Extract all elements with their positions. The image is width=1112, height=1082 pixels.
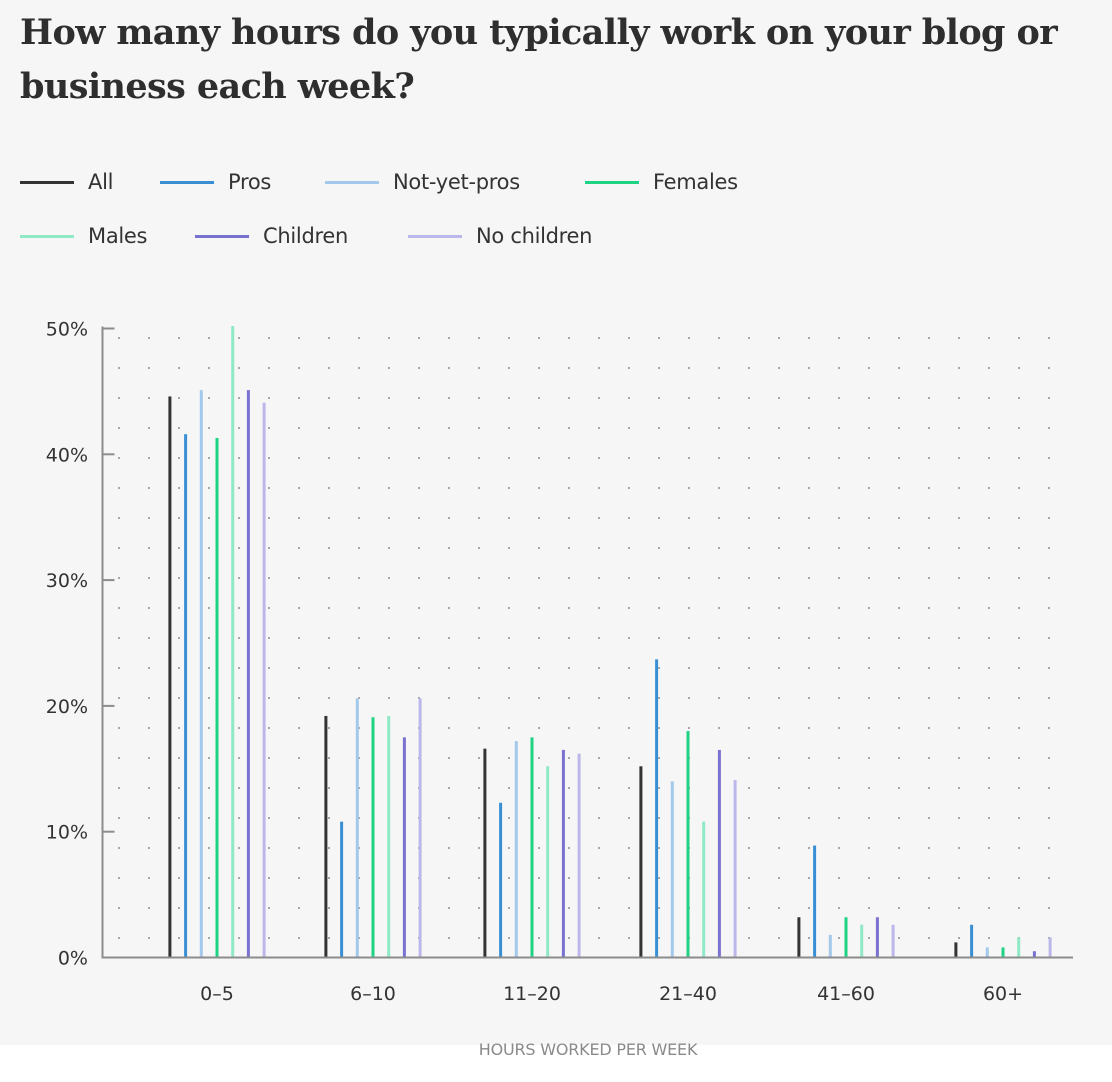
bar-series — [168, 325, 1052, 958]
legend-item-pros[interactable]: Pros — [160, 166, 271, 198]
x-axis: 0–5 6–10 11–20 21–40 41–60 60+ — [101, 956, 1073, 1005]
y-tick-label: 10% — [46, 822, 88, 844]
bar[interactable] — [813, 845, 817, 958]
legend-swatch-icon — [325, 180, 379, 184]
x-tick-label: 6–10 — [350, 983, 396, 1005]
dotted-grid — [118, 337, 1050, 939]
y-tick-label: 40% — [46, 444, 88, 466]
bar[interactable] — [340, 821, 344, 958]
bar[interactable] — [1048, 937, 1052, 958]
legend-label: All — [88, 170, 114, 194]
legend-label: Not-yet-pros — [393, 170, 520, 194]
bar[interactable] — [891, 924, 895, 958]
bar[interactable] — [860, 924, 864, 958]
bar[interactable] — [875, 917, 879, 958]
bar[interactable] — [561, 749, 565, 958]
bar[interactable] — [499, 802, 503, 958]
legend-swatch-icon — [20, 234, 74, 238]
y-tick-label: 50% — [46, 319, 88, 341]
y-tick-label: 0% — [58, 948, 88, 970]
bar[interactable] — [717, 749, 721, 958]
bar[interactable] — [655, 659, 659, 958]
bar[interactable] — [184, 434, 188, 958]
bar[interactable] — [514, 741, 518, 958]
bar[interactable] — [402, 737, 406, 958]
bar[interactable] — [670, 781, 674, 958]
bar[interactable] — [970, 924, 974, 958]
legend-item-males[interactable]: Males — [20, 220, 147, 252]
x-tick-label: 21–40 — [659, 983, 717, 1005]
legend-swatch-icon — [195, 234, 249, 238]
legend-swatch-icon — [408, 234, 462, 238]
bar[interactable] — [371, 717, 375, 958]
x-axis-title: HOURS WORKED PER WEEK — [478, 1040, 698, 1059]
bar[interactable] — [168, 396, 172, 958]
x-tick-label: 60+ — [983, 983, 1023, 1005]
legend-swatch-icon — [20, 180, 74, 184]
legend-item-females[interactable]: Females — [585, 166, 738, 198]
bar[interactable] — [262, 402, 266, 958]
x-tick-label: 41–60 — [817, 983, 875, 1005]
y-tick-label: 30% — [46, 570, 88, 592]
legend-label: Pros — [228, 170, 272, 194]
bar[interactable] — [546, 766, 550, 958]
legend-swatch-icon — [160, 180, 214, 184]
bar[interactable] — [231, 325, 235, 958]
x-tick-label: 0–5 — [200, 983, 234, 1005]
legend-item-all[interactable]: All — [20, 166, 113, 198]
bar[interactable] — [985, 947, 989, 958]
legend-label: Children — [263, 224, 348, 248]
bar[interactable] — [639, 766, 643, 958]
bar[interactable] — [324, 715, 328, 958]
bar[interactable] — [418, 698, 422, 958]
bar[interactable] — [199, 390, 203, 958]
x-tick-label: 11–20 — [503, 983, 561, 1005]
bar[interactable] — [355, 698, 359, 958]
legend-label: No children — [476, 224, 593, 248]
bar[interactable] — [246, 390, 250, 958]
bar[interactable] — [1001, 947, 1005, 958]
legend-label: Males — [88, 224, 148, 248]
bar[interactable] — [577, 753, 581, 958]
legend-item-not-yet-pros[interactable]: Not-yet-pros — [325, 166, 520, 198]
bar[interactable] — [483, 748, 487, 958]
legend-label: Females — [653, 170, 738, 194]
bar[interactable] — [733, 780, 737, 958]
chart-title: How many hours do you typically work on … — [20, 12, 1058, 107]
bar[interactable] — [215, 437, 219, 958]
bar[interactable] — [530, 737, 534, 958]
bar[interactable] — [954, 942, 958, 958]
y-axis: 0% 10% 20% 30% 40% 50% — [46, 319, 115, 970]
bar[interactable] — [828, 934, 832, 958]
y-tick-label: 20% — [46, 696, 88, 718]
bar[interactable] — [702, 821, 706, 958]
x-axis-title-wrap: HOURS WORKED PER WEEK — [0, 1040, 1112, 1059]
legend-swatch-icon — [585, 180, 639, 184]
legend-item-no-children[interactable]: No children — [408, 220, 593, 252]
bar[interactable] — [797, 917, 801, 958]
bar[interactable] — [1017, 937, 1021, 958]
bar[interactable] — [1032, 951, 1036, 958]
bar[interactable] — [844, 917, 848, 958]
bar[interactable] — [387, 715, 391, 958]
bar[interactable] — [686, 731, 690, 958]
legend-item-children[interactable]: Children — [195, 220, 348, 252]
